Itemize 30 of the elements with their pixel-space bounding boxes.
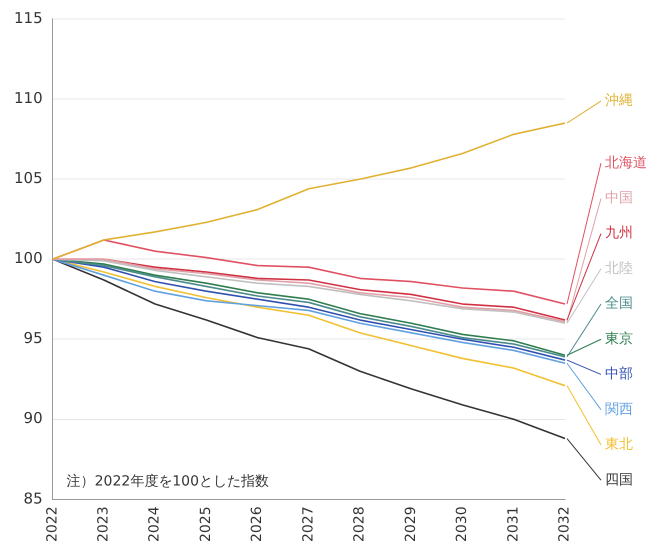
x-tick-label: 2030 <box>454 506 470 542</box>
text: 全国 <box>605 296 633 312</box>
text: 中国 <box>605 190 633 206</box>
text: 東北 <box>605 436 633 453</box>
text: 九州 <box>605 225 633 242</box>
x-tick-label: 2028 <box>352 506 368 542</box>
x-tick-label: 2029 <box>402 506 419 542</box>
text: 沖縄 <box>605 92 633 109</box>
x-tick-label: 2031 <box>505 506 522 542</box>
y-tick-label: 115 <box>14 8 43 27</box>
text: 北陸 <box>605 260 633 276</box>
y-tick-label: 105 <box>14 169 43 188</box>
y-tick-label: 90 <box>24 409 43 428</box>
y-tick-label: 110 <box>14 88 43 107</box>
x-tick-label: 2023 <box>96 506 112 542</box>
x-tick-label: 2025 <box>198 506 214 542</box>
x-tick-label: 2032 <box>556 506 573 542</box>
x-tick-label: 2022 <box>44 506 60 542</box>
text: 北海道 <box>605 154 647 171</box>
text: 四国 <box>605 472 633 488</box>
legend-label: 中部 <box>605 366 633 382</box>
x-tick-label: 2027 <box>300 506 316 542</box>
y-tick-label: 100 <box>14 249 43 268</box>
legend-label: 東京 <box>605 330 633 347</box>
x-tick-label: 2026 <box>249 506 266 542</box>
text: 関西 <box>605 401 633 418</box>
annotation: 注）2022年度を100とした指数 <box>66 473 269 490</box>
y-tick-label: 95 <box>24 329 43 348</box>
y-tick-label: 85 <box>24 489 43 508</box>
x-tick-label: 2024 <box>146 506 163 542</box>
